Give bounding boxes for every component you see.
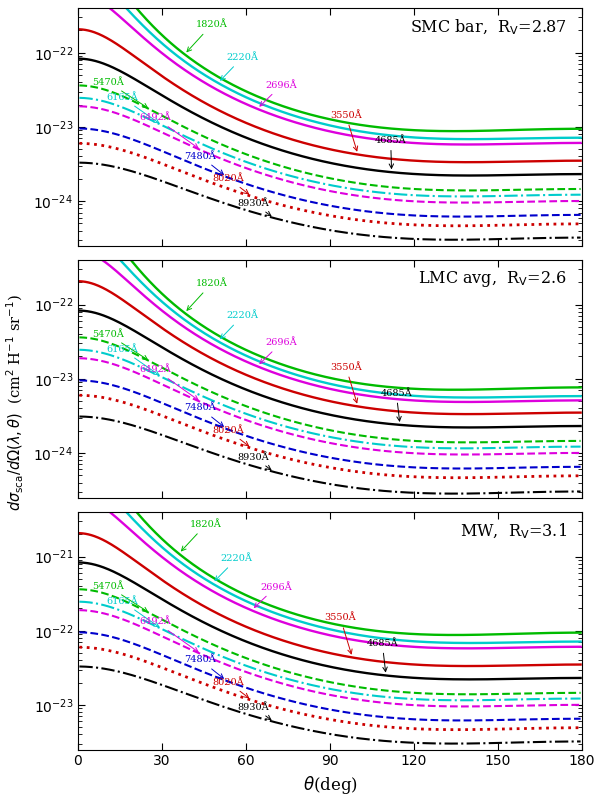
Text: 2696Å: 2696Å bbox=[260, 339, 298, 364]
Text: 5470Å: 5470Å bbox=[92, 582, 148, 612]
Text: 2696Å: 2696Å bbox=[254, 583, 292, 608]
Text: 1820Å: 1820Å bbox=[187, 20, 227, 52]
Text: 4685Å: 4685Å bbox=[375, 136, 407, 168]
Text: 3550Å: 3550Å bbox=[330, 363, 362, 403]
Text: 7480Å: 7480Å bbox=[184, 152, 223, 174]
Text: 6492Å: 6492Å bbox=[140, 114, 198, 148]
Text: 8020Å: 8020Å bbox=[212, 174, 248, 194]
Text: 2696Å: 2696Å bbox=[260, 81, 298, 106]
Text: 8930Å: 8930Å bbox=[238, 198, 271, 216]
Text: 3550Å: 3550Å bbox=[325, 613, 356, 654]
Text: 6165Å: 6165Å bbox=[106, 596, 159, 627]
Text: MW,  R$_{\rm V}$=3.1: MW, R$_{\rm V}$=3.1 bbox=[460, 521, 567, 541]
Text: 5470Å: 5470Å bbox=[92, 77, 148, 108]
Text: 8930Å: 8930Å bbox=[238, 703, 271, 720]
Text: 2220Å: 2220Å bbox=[221, 53, 259, 80]
Text: $d\sigma_{\rm sca}/d\Omega(\lambda,\theta)$  (cm$^2$ H$^{-1}$ sr$^{-1}$): $d\sigma_{\rm sca}/d\Omega(\lambda,\thet… bbox=[4, 294, 26, 512]
Text: 2220Å: 2220Å bbox=[215, 554, 253, 580]
Text: 1820Å: 1820Å bbox=[187, 279, 227, 310]
Text: 8020Å: 8020Å bbox=[212, 426, 248, 446]
Text: LMC avg,  R$_{\rm V}$=2.6: LMC avg, R$_{\rm V}$=2.6 bbox=[418, 269, 567, 289]
Text: 4685Å: 4685Å bbox=[367, 638, 398, 671]
Text: 6492Å: 6492Å bbox=[140, 617, 198, 652]
Text: 6165Å: 6165Å bbox=[106, 93, 159, 123]
Text: 3550Å: 3550Å bbox=[330, 110, 362, 151]
Text: 8930Å: 8930Å bbox=[238, 452, 271, 470]
Text: 2220Å: 2220Å bbox=[221, 311, 259, 339]
Text: 5470Å: 5470Å bbox=[92, 330, 148, 359]
X-axis label: $\theta$(deg): $\theta$(deg) bbox=[302, 774, 358, 796]
Text: 4685Å: 4685Å bbox=[380, 388, 412, 421]
Text: SMC bar,  R$_{\rm V}$=2.87: SMC bar, R$_{\rm V}$=2.87 bbox=[410, 18, 567, 37]
Text: 6165Å: 6165Å bbox=[106, 345, 159, 375]
Text: 8020Å: 8020Å bbox=[212, 678, 248, 698]
Text: 6492Å: 6492Å bbox=[140, 365, 198, 400]
Text: 1820Å: 1820Å bbox=[181, 520, 222, 550]
Text: 7480Å: 7480Å bbox=[184, 404, 223, 426]
Text: 7480Å: 7480Å bbox=[184, 655, 223, 679]
